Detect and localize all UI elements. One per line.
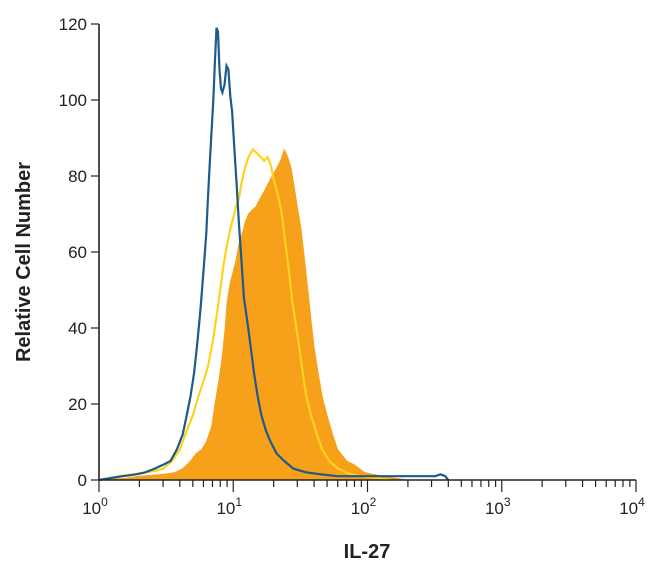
axes: 0 20 40 60 80 100 120 100 101 102 103 104 bbox=[59, 15, 645, 518]
x-tick-label: 102 bbox=[351, 495, 377, 518]
y-axis-title: Relative Cell Number bbox=[13, 162, 35, 362]
y-tick-label: 0 bbox=[78, 471, 87, 490]
y-tick-label: 80 bbox=[68, 167, 87, 186]
y-tick-label: 40 bbox=[68, 319, 87, 338]
series-2-line bbox=[98, 27, 450, 482]
x-tick-label: 103 bbox=[485, 495, 511, 518]
y-tick-label: 120 bbox=[59, 15, 87, 34]
series-1-line bbox=[98, 147, 392, 482]
y-tick-label: 100 bbox=[59, 91, 87, 110]
x-axis-title: IL-27 bbox=[344, 541, 391, 563]
x-tick-label: 100 bbox=[82, 495, 108, 518]
x-tick-label: 101 bbox=[216, 495, 242, 518]
plot-series bbox=[98, 27, 450, 482]
y-tick-label: 20 bbox=[68, 395, 87, 414]
series-0-area bbox=[98, 148, 408, 481]
y-tick-label: 60 bbox=[68, 243, 87, 262]
x-tick-label: 104 bbox=[619, 495, 645, 518]
